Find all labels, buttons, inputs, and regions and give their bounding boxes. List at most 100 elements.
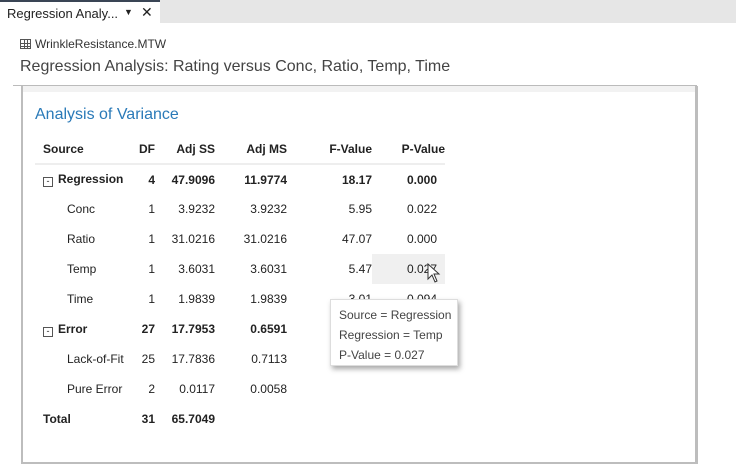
table-row: Total 31 65.7049	[35, 404, 445, 434]
page-title: Regression Analysis: Rating versus Conc,…	[20, 58, 451, 75]
cell-text: 47.07	[341, 232, 372, 246]
cell-adj-ss: 3.6031	[155, 254, 215, 284]
cell-text: Ratio	[67, 232, 96, 246]
tooltip-line: P-Value = 0.027	[339, 348, 425, 362]
col-adj-ss[interactable]: Adj SS	[155, 134, 215, 165]
cell-df: 1	[135, 254, 155, 284]
cell-adj-ms: 11.9774	[215, 164, 287, 194]
cell-f: 18.17	[287, 164, 372, 194]
cell-p[interactable]: 0.022	[372, 194, 445, 224]
table-row: - Regression 4 47.9096 11.9774 18.17 0.000	[35, 164, 445, 194]
col-df[interactable]: DF	[135, 134, 155, 165]
tab-regression-analysis[interactable]: Regression Analy... ▼ ✕	[0, 0, 160, 23]
table-header: Source DF Adj SS Adj MS F-Value P-Value	[35, 134, 445, 165]
cell-source: Lack-of-Fit	[35, 344, 135, 374]
cell-text: 65.7049	[171, 412, 215, 426]
cell-adj-ss: 31.0216	[155, 224, 215, 254]
cursor-icon	[427, 263, 441, 283]
grid-icon	[20, 39, 31, 49]
cell-text: 17.7953	[171, 322, 215, 336]
anova-table: Source DF Adj SS Adj MS F-Value P-Value …	[35, 134, 445, 434]
cell-text: 0.000	[406, 232, 437, 246]
cell-text: 5.47	[348, 262, 372, 276]
cell-text: Lack-of-Fit	[67, 352, 124, 366]
cell-text: 4	[148, 172, 155, 187]
cell-text: 2	[148, 382, 155, 396]
cell-text: Error	[58, 321, 88, 336]
cell-df: 25	[135, 344, 155, 374]
cell-text: 3.6031	[250, 262, 287, 276]
cell-text: 0.0058	[250, 382, 287, 396]
cell-text: 18.17	[341, 172, 372, 187]
cell-adj-ms: 0.7113	[215, 344, 287, 374]
worksheet-name: WrinkleResistance.MTW	[35, 37, 167, 51]
cell-adj-ms: 1.9839	[215, 284, 287, 314]
tab-label: Regression Analy...	[7, 6, 119, 21]
cell-adj-ss: 3.9232	[155, 194, 215, 224]
cell-source: Temp	[35, 254, 135, 284]
cell-text: 27	[141, 322, 155, 336]
cell-df: 31	[135, 404, 155, 434]
cell-adj-ms: 3.9232	[215, 194, 287, 224]
tab-bar: Regression Analy... ▼ ✕	[0, 0, 736, 23]
cell-adj-ss: 65.7049	[155, 404, 215, 434]
cell-text: 1	[148, 292, 155, 306]
col-source[interactable]: Source	[35, 134, 135, 165]
caret-down-icon[interactable]: ▼	[124, 7, 133, 17]
cell-df: 1	[135, 284, 155, 314]
table-row: Conc 1 3.9232 3.9232 5.95 0.022	[35, 194, 445, 224]
panel-header-band	[23, 86, 695, 92]
tooltip-line: Regression = Temp	[339, 328, 443, 342]
cell-source: - Regression	[35, 164, 135, 194]
table-row: Lack-of-Fit 25 17.7836 0.7113	[35, 344, 445, 374]
cell-source: Ratio	[35, 224, 135, 254]
cell-source: Conc	[35, 194, 135, 224]
cell-df: 1	[135, 194, 155, 224]
cell-df: 1	[135, 224, 155, 254]
col-f-value[interactable]: F-Value	[287, 134, 372, 165]
cell-text: 31.0216	[243, 232, 287, 246]
cell-p[interactable]: 0.000	[372, 224, 445, 254]
table-row: Temp 1 3.6031 3.6031 5.47 0.027	[35, 254, 445, 284]
cell-adj-ss: 17.7953	[155, 314, 215, 344]
collapse-icon[interactable]: -	[43, 177, 53, 187]
cell-f	[287, 374, 372, 404]
cell-source: - Error	[35, 314, 135, 344]
cell-text	[437, 412, 445, 426]
cell-text: 3.9232	[250, 202, 287, 216]
cell-df: 4	[135, 164, 155, 194]
cell-p	[372, 404, 445, 434]
col-adj-ms[interactable]: Adj MS	[215, 134, 287, 165]
cell-df: 27	[135, 314, 155, 344]
cell-text: 47.9096	[171, 172, 215, 187]
cell-adj-ss: 47.9096	[155, 164, 215, 194]
cell-text: 0.7113	[251, 352, 287, 366]
cell-text: Temp	[67, 262, 97, 276]
cell-text: Time	[67, 292, 94, 306]
col-p-value[interactable]: P-Value	[372, 134, 445, 165]
cell-text: 1	[148, 202, 155, 216]
cell-f: 47.07	[287, 224, 372, 254]
cell-f: 5.95	[287, 194, 372, 224]
cell-text: Total	[43, 412, 71, 426]
cell-adj-ss: 0.0117	[155, 374, 215, 404]
cell-text: Regression	[58, 172, 124, 186]
close-icon[interactable]: ✕	[141, 4, 153, 20]
worksheet-link[interactable]: WrinkleResistance.MTW	[20, 37, 166, 51]
cell-p	[372, 374, 445, 404]
tooltip-line: Source = Regression	[339, 308, 452, 322]
cell-text: 17.7836	[171, 352, 215, 366]
cell-p[interactable]: 0.000	[372, 164, 445, 194]
cell-adj-ms: 0.0058	[215, 374, 287, 404]
cell-adj-ms: 0.6591	[215, 314, 287, 344]
cell-text: 3.9232	[178, 202, 215, 216]
divider	[13, 85, 697, 86]
cell-df: 2	[135, 374, 155, 404]
cell-adj-ms	[215, 404, 287, 434]
cell-text: 1.9839	[250, 292, 287, 306]
cell-text: 0.0117	[179, 382, 215, 396]
table-row: - Error 27 17.7953 0.6591	[35, 314, 445, 344]
cell-text: 0.000	[406, 172, 437, 187]
cell-source: Pure Error	[35, 374, 135, 404]
collapse-icon[interactable]: -	[43, 326, 53, 337]
